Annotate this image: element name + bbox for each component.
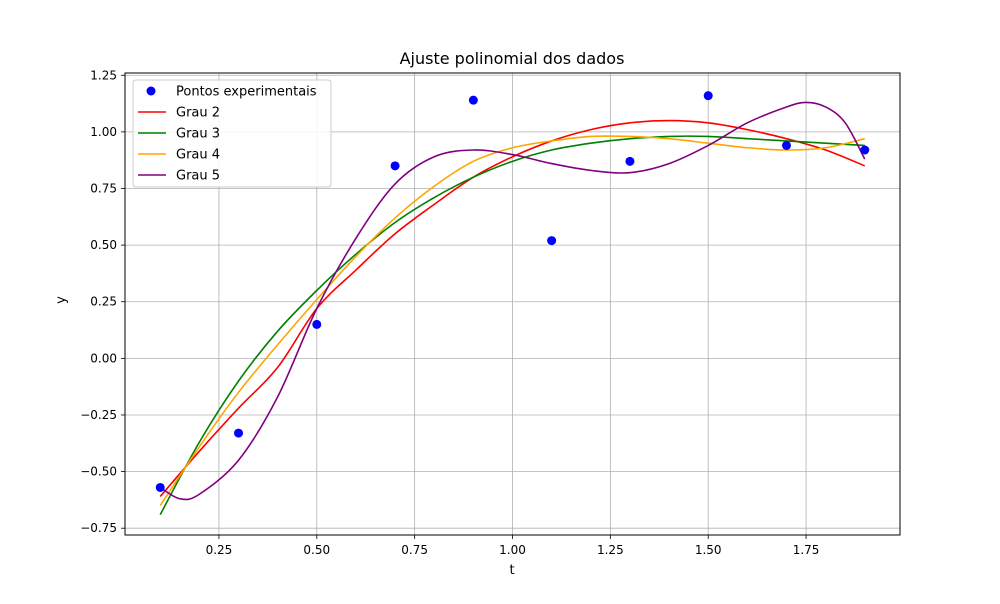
series-line-grau-3: [159, 135, 865, 515]
data-point: [703, 91, 713, 101]
y-tick-label: 0.00: [90, 351, 117, 365]
legend-marker-point: [146, 86, 156, 96]
legend-label: Grau 3: [176, 127, 220, 142]
x-tick-label: 1.00: [499, 543, 526, 557]
experimental-points: [155, 91, 870, 492]
x-tick-label: 1.25: [597, 543, 624, 557]
x-tick-label: 1.75: [793, 543, 820, 557]
y-tick-label: 1.25: [90, 68, 117, 82]
legend-label: Grau 4: [176, 148, 220, 163]
y-tick-label: 0.75: [90, 182, 117, 196]
x-tick-label: 0.25: [206, 543, 233, 557]
y-axis-label: y: [54, 296, 69, 304]
legend-box: [132, 79, 332, 188]
legend-label: Grau 2: [176, 106, 220, 121]
series-line-grau-2: [159, 119, 866, 498]
axis-ticks: 0.25 0.50 0.75 1.00 1.25 1.50 1.75 −0.75 −0.50 −0…: [80, 68, 819, 557]
y-tick-label: −0.75: [80, 521, 117, 535]
series-line-grau-5: [159, 101, 866, 501]
data-point: [312, 319, 322, 329]
chart-title: Ajuste polinomial dos dados: [400, 49, 625, 68]
x-tick-label: 0.50: [303, 543, 330, 557]
data-point: [390, 161, 400, 171]
legend-label: Grau 5: [176, 169, 220, 184]
y-tick-label: 1.00: [90, 125, 117, 139]
x-tick-label: 1.50: [695, 543, 722, 557]
x-axis-label: t: [509, 563, 514, 578]
legend: Pontos experimentais Grau 2 Grau 3 Grau 4 Gr…: [132, 79, 332, 188]
fit-curves: [159, 101, 866, 515]
y-tick-label: 0.25: [90, 295, 117, 309]
data-point: [625, 156, 635, 166]
x-tick-label: 0.75: [401, 543, 428, 557]
y-tick-label: 0.50: [90, 238, 117, 252]
y-tick-label: −0.50: [80, 465, 117, 479]
data-point: [860, 145, 870, 155]
grid-lines: [125, 73, 900, 535]
data-point: [781, 140, 791, 150]
data-point: [547, 236, 557, 246]
data-point: [155, 482, 165, 492]
data-point: [234, 428, 244, 438]
data-point: [468, 95, 478, 105]
y-tick-label: −0.25: [80, 408, 117, 422]
legend-label: Pontos experimentais: [176, 85, 317, 100]
series-line-grau-4: [159, 135, 865, 507]
